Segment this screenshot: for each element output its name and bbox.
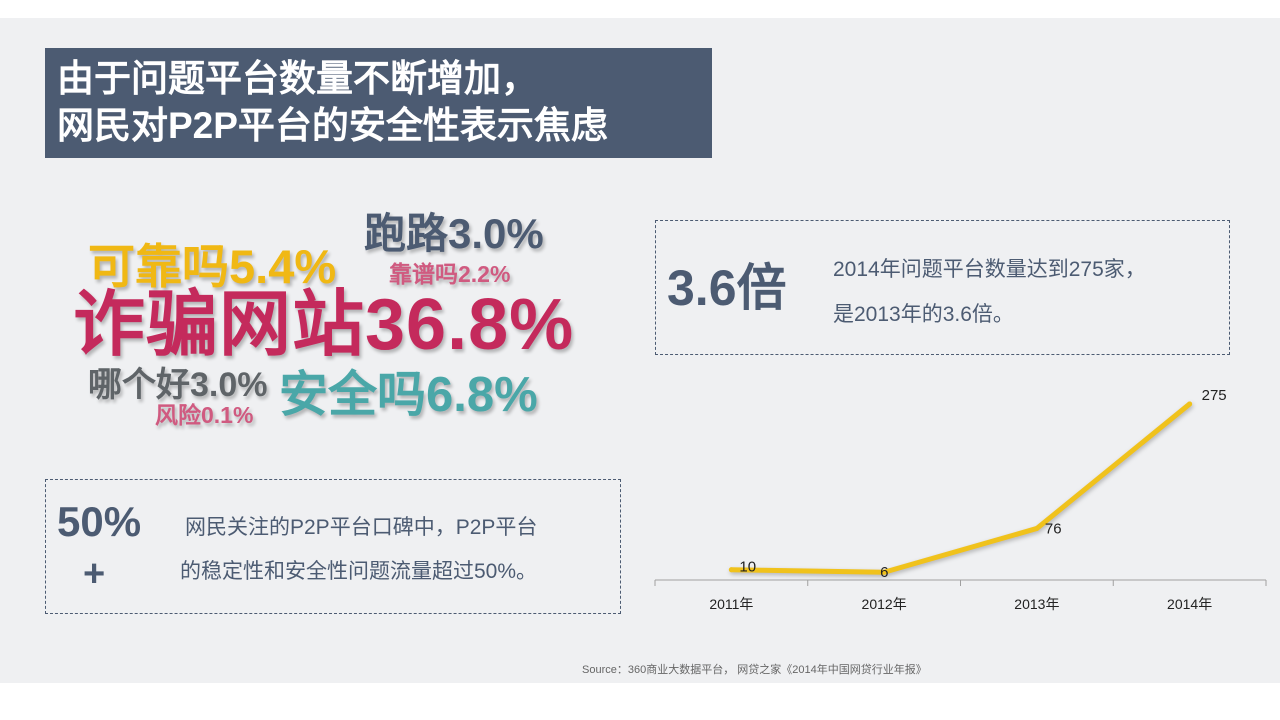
data-label: 275 [1202,387,1227,404]
data-point [1187,401,1193,407]
source-note: Source：360商业大数据平台， 网贷之家《2014年中国网贷行业年报》 [582,664,927,676]
keyword-zhapian: 诈骗网站36.8% [73,285,575,365]
reputation-desc-line-1: 网民关注的P2P平台口碑中，P2P平台 [185,516,538,539]
data-label: 6 [880,564,888,581]
callout-reputation [45,479,621,614]
title-banner: 由于问题平台数量不断增加， 网民对P2P平台的安全性表示焦虑 [45,48,712,158]
x-tick-label: 2012年 [862,596,907,612]
x-tick-label: 2014年 [1167,596,1212,612]
growth-multiplier: 3.6倍 [667,260,787,316]
series-line [728,401,1193,575]
reputation-desc-line-2: 的稳定性和安全性问题流量超过50%。 [180,560,538,583]
callout-growth [655,220,1230,355]
growth-desc-line-1: 2014年问题平台数量达到275家， [833,258,1146,281]
title-line-2: 网民对P2P平台的安全性表示焦虑 [57,105,608,146]
keyword-fengxian: 风险0.1% [155,402,254,428]
reputation-percent: 50% [57,498,142,545]
keyword-paolu: 跑路3.0% [364,210,544,257]
data-label: 10 [739,559,756,576]
data-point [1034,525,1040,531]
data-label: 76 [1045,520,1062,537]
growth-desc-line-2: 是2013年的3.6倍。 [833,303,1014,326]
data-point [881,569,887,575]
title-line-1: 由于问题平台数量不断增加， [57,58,538,99]
reputation-plus: + [83,553,106,595]
keyword-anquan: 安全吗6.8% [279,368,538,422]
keyword-kaopu: 靠谱吗2.2% [389,261,511,287]
keyword-kaokao: 可靠吗5.4% [88,240,337,293]
x-tick-label: 2013年 [1014,596,1059,612]
x-tick-label: 2011年 [709,596,753,612]
data-point [728,567,734,573]
keyword-nagehao: 哪个好3.0% [88,366,268,404]
